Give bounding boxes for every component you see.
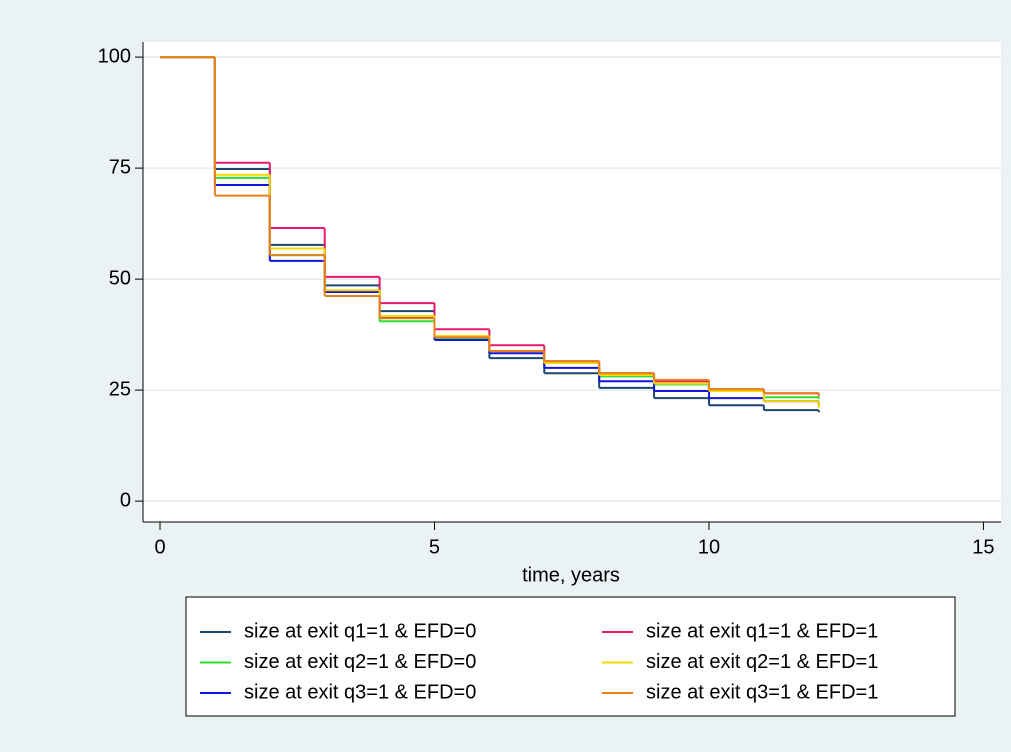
legend-label: size at exit q1=1 & EFD=1 <box>646 620 878 642</box>
legend-label: size at exit q3=1 & EFD=1 <box>646 681 878 703</box>
x-tick-label: 15 <box>972 536 994 558</box>
x-axis-title: time, years <box>522 564 620 586</box>
legend-label: size at exit q3=1 & EFD=0 <box>244 681 476 703</box>
x-tick-label: 0 <box>154 536 165 558</box>
plot-area <box>143 42 1001 522</box>
x-tick-label: 5 <box>429 536 440 558</box>
legend-box <box>185 596 956 717</box>
legend-label: size at exit q1=1 & EFD=0 <box>244 620 476 642</box>
y-tick-label: 100 <box>98 45 131 67</box>
y-tick-label: 25 <box>109 378 131 400</box>
y-tick-label: 75 <box>109 156 131 178</box>
legend-label: size at exit q2=1 & EFD=1 <box>646 651 878 673</box>
y-tick-label: 0 <box>120 489 131 511</box>
y-tick-label: 50 <box>109 267 131 289</box>
x-tick-label: 10 <box>698 536 720 558</box>
legend-label: size at exit q2=1 & EFD=0 <box>244 651 476 673</box>
